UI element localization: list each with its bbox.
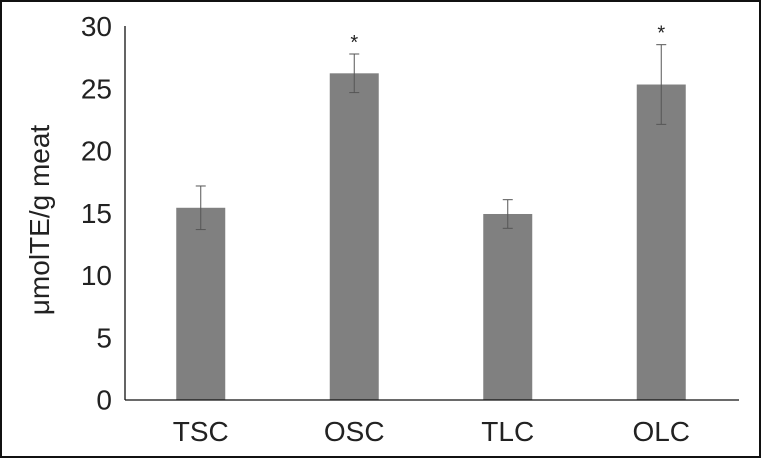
y-tick-label: 30 <box>81 11 112 42</box>
y-axis-label: μmolTE/g meat <box>24 125 55 316</box>
x-tick-label: OLC <box>632 416 690 447</box>
error-bar-osc <box>349 53 360 94</box>
y-tick-label: 20 <box>81 136 112 167</box>
error-bar-tlc <box>502 199 513 229</box>
error-bar-olc <box>656 44 667 125</box>
y-tick-label: 0 <box>96 385 112 416</box>
bar-olc <box>636 84 686 400</box>
bar-tsc <box>176 207 226 400</box>
y-tick-label: 5 <box>96 322 112 353</box>
error-bar-tsc <box>195 185 206 231</box>
y-tick-label: 15 <box>81 198 112 229</box>
x-tick-label: TSC <box>173 416 229 447</box>
significance-marker: * <box>350 32 358 54</box>
y-tick-label: 10 <box>81 260 112 291</box>
bar-tlc <box>483 213 533 400</box>
x-tick-label: TLC <box>481 416 534 447</box>
y-tick-label: 25 <box>81 73 112 104</box>
x-tick-label: OSC <box>324 416 385 447</box>
significance-marker: * <box>657 23 665 45</box>
bar-osc <box>329 73 379 400</box>
